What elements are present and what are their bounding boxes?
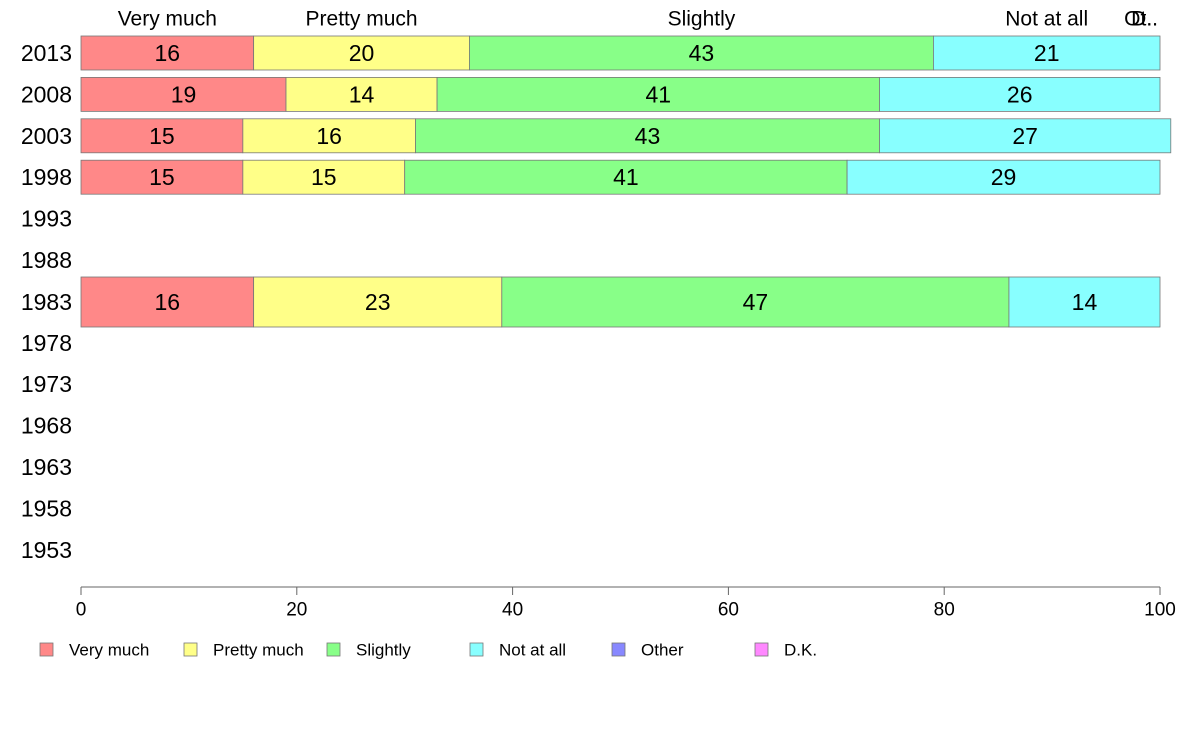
year-label-1953: 1953 [21, 537, 72, 563]
bar-value-2008-very-much: 19 [171, 81, 197, 107]
bar-value-1983-very-much: 16 [155, 289, 181, 315]
legend-swatch-slightly [326, 642, 341, 657]
column-label-pretty-much: Pretty much [306, 8, 418, 31]
bar-value-1998-very-much: 15 [149, 164, 175, 190]
legend-swatch-not-at-all [469, 642, 484, 657]
bar-2008-slightly [436, 77, 880, 112]
bar-value-2008-not-at-all: 26 [1007, 81, 1033, 107]
bar-2003-pretty-much [242, 118, 416, 154]
column-label-very-much: Very much [118, 8, 217, 31]
year-label-1983: 1983 [21, 289, 72, 315]
bar-value-2003-slightly: 43 [635, 123, 661, 149]
bar-2013-not-at-all [933, 35, 1161, 71]
bar-2013-pretty-much [253, 35, 470, 71]
bar-value-1983-pretty-much: 23 [365, 289, 391, 315]
bar-2008-not-at-all [879, 77, 1161, 112]
bar-1983-slightly [501, 276, 1010, 328]
bar-2008-pretty-much [285, 77, 438, 112]
legend-label-d-k: D.K. [784, 641, 817, 660]
bar-1983-not-at-all [1008, 276, 1161, 328]
bar-value-1998-not-at-all: 29 [991, 164, 1017, 190]
bar-value-2008-slightly: 41 [645, 81, 671, 107]
column-label-not-at-all: Not at all [1005, 8, 1088, 31]
bar-value-2013-slightly: 43 [689, 40, 715, 66]
bar-2008-very-much [80, 77, 287, 112]
legend-label-other: Other [641, 641, 684, 660]
bar-2013-slightly [469, 35, 934, 71]
year-label-1958: 1958 [21, 495, 72, 521]
bar-value-1998-pretty-much: 15 [311, 164, 337, 190]
bar-value-2013-not-at-all: 21 [1034, 40, 1060, 66]
year-label-1978: 1978 [21, 330, 72, 356]
bar-value-1983-not-at-all: 14 [1072, 289, 1098, 315]
bar-value-1998-slightly: 41 [613, 164, 639, 190]
x-tick-label-20: 20 [286, 600, 307, 621]
legend-label-pretty-much: Pretty much [213, 641, 304, 660]
bar-1998-not-at-all [846, 159, 1161, 195]
bar-value-1983-slightly: 47 [743, 289, 769, 315]
x-tick-label-80: 80 [934, 600, 955, 621]
bar-1998-very-much [80, 159, 244, 195]
year-label-1988: 1988 [21, 247, 72, 273]
bar-value-2013-very-much: 16 [155, 40, 181, 66]
bar-value-2003-not-at-all: 27 [1012, 123, 1038, 149]
legend-swatch-pretty-much [183, 642, 198, 657]
x-tick-label-0: 0 [76, 600, 87, 621]
year-label-2008: 2008 [21, 81, 72, 107]
column-label-slightly: Slightly [668, 8, 736, 31]
legend-label-very-much: Very much [69, 641, 149, 660]
legend-swatch-d-k [754, 642, 769, 657]
bar-value-2003-pretty-much: 16 [316, 123, 342, 149]
year-label-2013: 2013 [21, 40, 72, 66]
bar-1983-pretty-much [253, 276, 503, 328]
year-label-1998: 1998 [21, 164, 72, 190]
bar-2003-very-much [80, 118, 244, 154]
legend-label-slightly: Slightly [356, 641, 411, 660]
x-tick-label-40: 40 [502, 600, 523, 621]
year-label-1963: 1963 [21, 454, 72, 480]
x-tick-label-60: 60 [718, 600, 739, 621]
x-tick-label-100: 100 [1144, 600, 1176, 621]
year-label-1968: 1968 [21, 413, 72, 439]
legend-swatch-very-much [39, 642, 54, 657]
column-label-d: D.. [1131, 8, 1158, 31]
bar-value-2003-very-much: 15 [149, 123, 175, 149]
year-label-1993: 1993 [21, 206, 72, 232]
legend-swatch-other [611, 642, 626, 657]
column-label-ot: Ot.. [1124, 8, 1158, 31]
year-label-2003: 2003 [21, 123, 72, 149]
bar-1998-pretty-much [242, 159, 406, 195]
legend-label-not-at-all: Not at all [499, 641, 566, 660]
bar-value-2008-pretty-much: 14 [349, 81, 375, 107]
bar-1983-very-much [80, 276, 255, 328]
year-label-1973: 1973 [21, 371, 72, 397]
bar-value-2013-pretty-much: 20 [349, 40, 375, 66]
bar-2013-very-much [80, 35, 255, 71]
bar-2003-not-at-all [879, 118, 1172, 154]
